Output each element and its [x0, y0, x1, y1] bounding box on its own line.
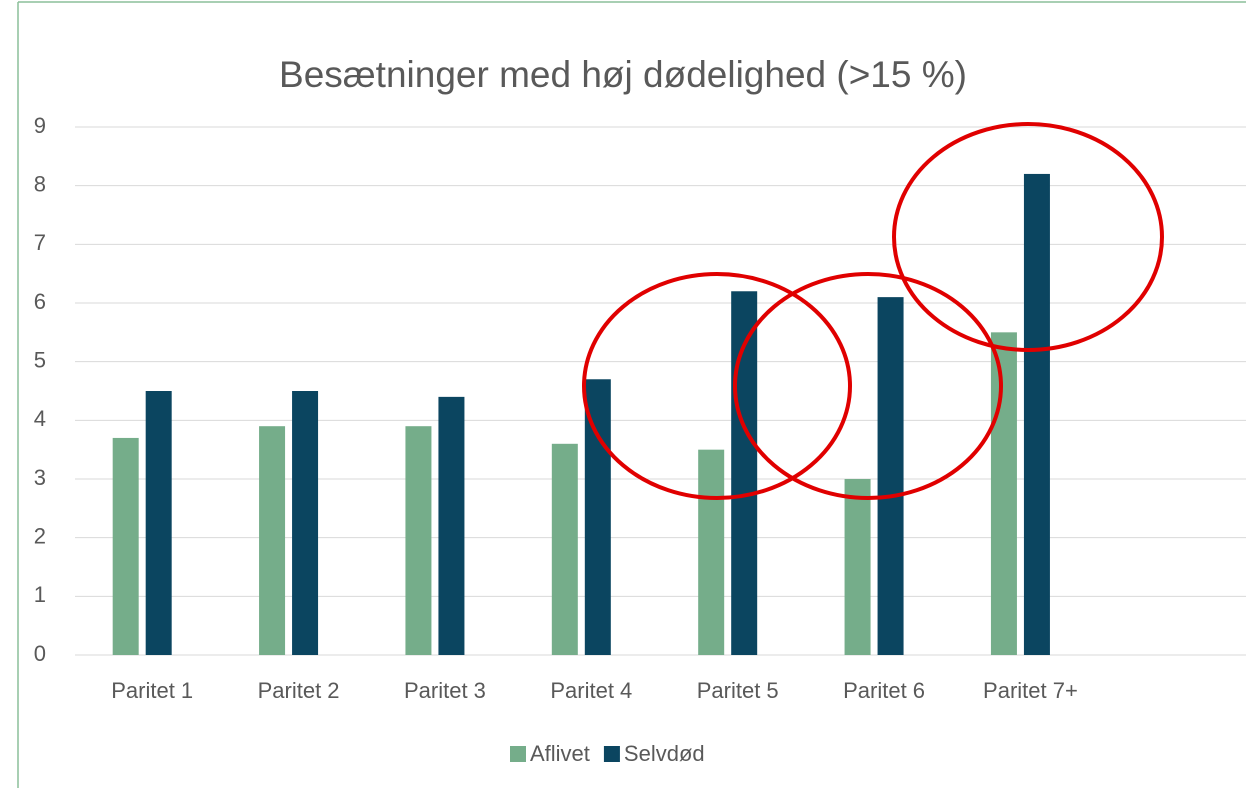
highlight-ellipse [582, 272, 852, 500]
y-tick-label: 4 [34, 406, 46, 431]
bar [844, 479, 871, 655]
plot: 0 1 2 3 4 5 6 7 8 9 Paritet 1 Paritet 2 Paritet 3 Par… [34, 113, 1246, 766]
bar [259, 426, 286, 655]
bar [698, 449, 725, 655]
annotations [582, 122, 1164, 500]
x-tick-label: Paritet 5 [697, 678, 779, 703]
y-tick-label: 3 [34, 465, 46, 490]
bar [145, 391, 172, 655]
y-tick-label: 9 [34, 113, 46, 138]
y-tick-label: 6 [34, 289, 46, 314]
y-tick-label: 1 [34, 582, 46, 607]
legend-swatch [603, 746, 620, 762]
y-tick-label: 5 [34, 347, 46, 372]
y-tick-label: 7 [34, 230, 46, 255]
x-tick-label: Paritet 6 [843, 678, 925, 703]
x-tick-label: Paritet 4 [550, 678, 632, 703]
bar [551, 443, 578, 655]
bar [731, 291, 758, 655]
bar [990, 332, 1017, 655]
bar [1023, 173, 1050, 655]
x-tick-label: Paritet 3 [404, 678, 486, 703]
bar [584, 379, 611, 655]
x-tick-label: Paritet 2 [258, 678, 340, 703]
x-tick-label: Paritet 7+ [983, 678, 1078, 703]
bar [438, 396, 465, 655]
bar [112, 437, 139, 655]
bar [405, 426, 432, 655]
highlight-ellipse [892, 122, 1164, 352]
bar [292, 391, 319, 655]
x-tick-label: Paritet 1 [111, 678, 193, 703]
legend-label: Aflivet [530, 741, 590, 766]
bar [877, 297, 904, 655]
highlight-ellipse [733, 272, 1003, 500]
legend-swatch [510, 746, 526, 762]
y-tick-label: 2 [34, 523, 46, 548]
chart-title: Besætninger med høj dødelighed (>15 %) [279, 54, 967, 95]
y-tick-label: 8 [34, 171, 46, 196]
y-tick-label: 0 [34, 641, 46, 666]
legend-label: Selvdød [624, 741, 705, 766]
